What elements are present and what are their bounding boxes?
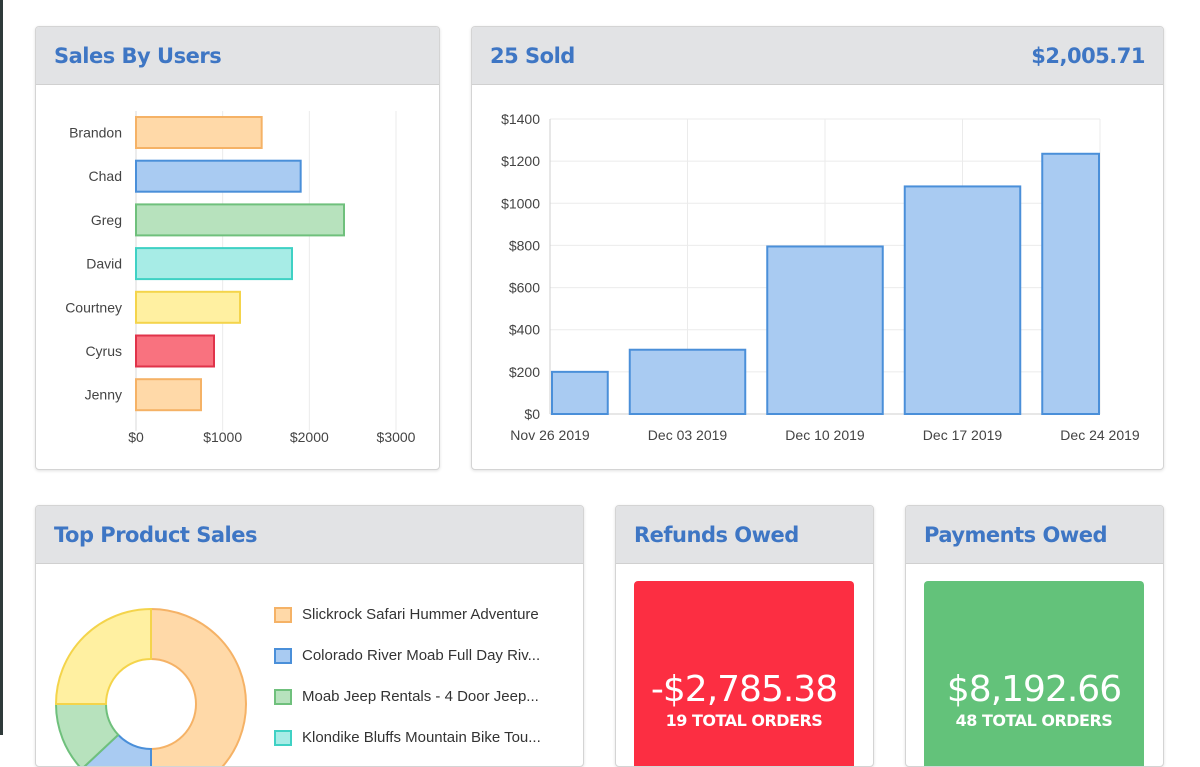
x-tick-label: Dec 03 2019 [648,427,728,443]
payments-total-orders: 48 TOTAL ORDERS [955,711,1113,730]
refunds-owed-amount: -$2,785.38 [650,669,838,710]
user-label: Greg [91,212,122,228]
y-tick-label: $600 [509,280,540,296]
refunds-owed-title: Refunds Owed [634,522,799,547]
user-bar[interactable] [135,159,302,193]
x-tick-label: Nov 26 2019 [510,427,590,443]
sales-by-users-chart: $0 $1000 $2000 $3000 Brandon Chad Greg David Cou… [65,111,416,445]
sold-header: 25 Sold $2,005.71 [472,27,1163,85]
user-label: Chad [89,168,122,184]
sold-chart: $0 $200 $400 $600 $800 $1000 $1200 $1400 Nov 26 … [501,111,1140,443]
sold-bar[interactable] [628,348,747,416]
user-bar[interactable] [135,290,241,324]
top-product-sales-header: Top Product Sales [36,506,583,564]
user-bar[interactable] [135,116,263,149]
payments-owed-amount: $8,192.66 [946,669,1122,710]
sold-total-amount: $2,005.71 [1031,43,1145,68]
sold-bar[interactable] [903,185,1022,415]
payments-owed-box[interactable]: $8,192.66 48 TOTAL ORDERS [924,581,1144,766]
top-product-legend: Slickrock Safari Hummer Adventure Colorad… [274,594,541,758]
sold-bar[interactable] [551,370,609,416]
top-product-sales-panel: Top Product Sales Slickrock Safari Humme… [35,505,584,767]
x-tick-label: $0 [128,429,144,445]
y-tick-label: $1400 [501,111,540,127]
x-tick-label: Dec 10 2019 [785,427,865,443]
payments-owed-panel: Payments Owed $8,192.66 48 TOTAL ORDERS [905,505,1164,767]
sales-by-users-title: Sales By Users [54,43,222,68]
legend-item[interactable]: Moab Jeep Rentals - 4 Door Jeep... [274,676,541,717]
x-tick-label: $1000 [203,429,242,445]
legend-swatch [274,688,292,705]
y-tick-label: $200 [509,364,540,380]
legend-item[interactable]: Colorado River Moab Full Day Riv... [274,635,541,676]
sold-count-title: 25 Sold [490,43,575,68]
user-label: David [86,256,122,272]
y-tick-label: $1000 [501,195,540,211]
user-bar[interactable] [135,378,202,412]
legend-label: Colorado River Moab Full Day Riv... [302,647,541,664]
legend-swatch [274,606,292,623]
legend-label: Slickrock Safari Hummer Adventure [302,606,539,623]
x-tick-label: $3000 [377,429,416,445]
legend-swatch [274,729,292,746]
y-tick-label: $1200 [501,153,540,169]
donut-slice[interactable] [54,607,152,705]
window-left-edge [0,0,3,735]
sold-bar[interactable] [766,245,884,415]
user-bar[interactable] [135,247,293,281]
sales-by-users-header: Sales By Users [36,27,439,85]
refunds-owed-box[interactable]: -$2,785.38 19 TOTAL ORDERS [634,581,854,766]
top-product-sales-title: Top Product Sales [54,522,258,547]
legend-label: Moab Jeep Rentals - 4 Door Jeep... [302,688,539,705]
x-tick-label: Dec 24 2019 [1060,427,1140,443]
sold-panel: 25 Sold $2,005.71 $0 $200 $400 $600 $800 $100… [471,26,1164,470]
legend-item[interactable]: Klondike Bluffs Mountain Bike Tou... [274,717,541,758]
user-label: Courtney [65,299,122,315]
x-tick-label: Dec 17 2019 [923,427,1003,443]
user-bar[interactable] [135,203,345,237]
y-tick-label: $400 [509,322,540,338]
top-product-donut-chart [54,607,247,766]
donut-slice[interactable] [150,607,247,766]
x-tick-label: $2000 [290,429,329,445]
legend-item[interactable]: Slickrock Safari Hummer Adventure [274,594,541,635]
legend-label: Klondike Bluffs Mountain Bike Tou... [302,729,541,746]
refunds-owed-panel: Refunds Owed -$2,785.38 19 TOTAL ORDERS [615,505,874,767]
refunds-total-orders: 19 TOTAL ORDERS [665,711,823,730]
user-label: Cyrus [85,343,122,359]
user-bar[interactable] [135,334,215,368]
y-tick-label: $800 [509,237,540,253]
payments-owed-title: Payments Owed [924,522,1108,547]
user-label: Brandon [69,125,122,141]
sales-by-users-panel: Sales By Users $0 $1000 $2000 $3000 Brandon C… [35,26,440,470]
y-tick-label: $0 [524,406,540,422]
legend-swatch [274,647,292,664]
sold-bar[interactable] [1041,152,1100,416]
payments-owed-header: Payments Owed [906,506,1163,564]
user-label: Jenny [85,387,122,403]
refunds-owed-header: Refunds Owed [616,506,873,564]
